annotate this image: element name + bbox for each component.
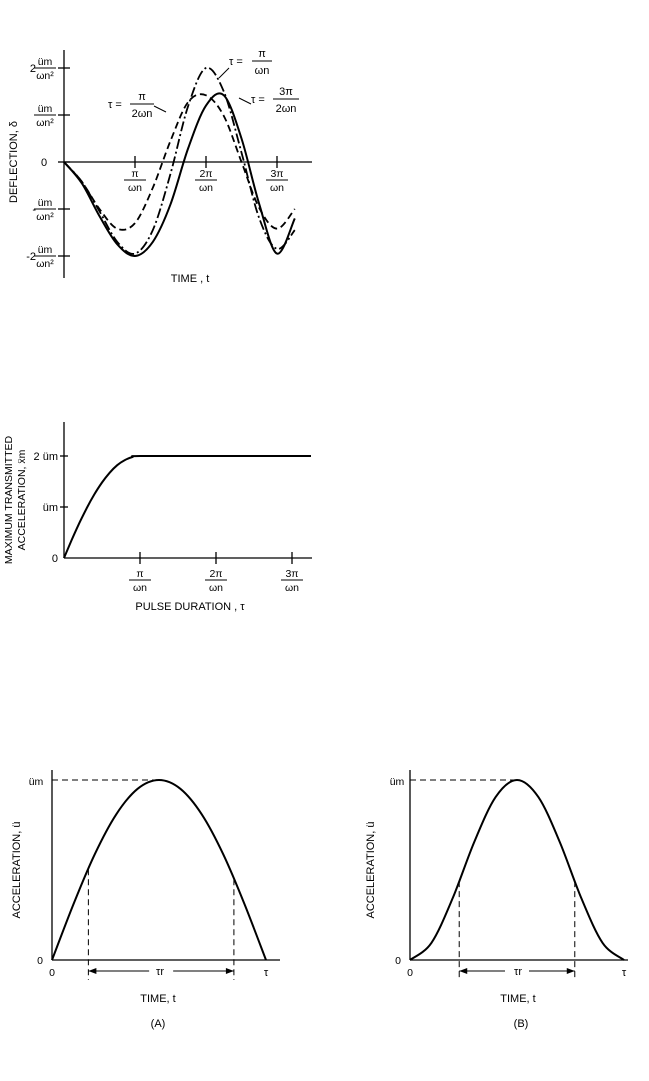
pulse-b-annotations xyxy=(410,779,576,980)
deflection-xtick-1-num: 2π xyxy=(199,168,212,180)
deflection-xtick-0: π ωn xyxy=(124,168,146,194)
deflection-ytick-4: üm ωn² xyxy=(34,244,56,270)
pulse-b-x-label: TIME, t xyxy=(500,993,535,1005)
max-acc-y-ticks: 2 üm üm 0 xyxy=(34,451,68,565)
pulse-a-tau-r-label: τr xyxy=(156,966,164,978)
pulse-a-annotations xyxy=(52,779,235,980)
max-acc-series xyxy=(63,454,311,559)
deflection-ytick-1: üm ωn² xyxy=(34,103,56,129)
series-label-num: π xyxy=(138,91,146,103)
deflection-ytick-coef: 2 xyxy=(30,63,36,75)
pulse-b-tau-r-arrowhead-left xyxy=(459,968,468,974)
pulse-b-pulse-curve xyxy=(409,778,625,961)
max-acc-xtick-2-num: 3π xyxy=(285,568,298,580)
deflection-ytick-1-den: ωn² xyxy=(36,117,54,129)
pulse-a-tau-r-arrowhead-left xyxy=(88,968,97,974)
max-acc-series-line xyxy=(63,454,311,559)
pulse-a-ytick-zero: 0 xyxy=(37,955,43,967)
pulse-a-tau-r-arrowhead-right xyxy=(225,968,234,974)
deflection-xtick-2-den: ωn xyxy=(270,182,284,194)
pulse-a-series xyxy=(51,778,267,961)
max-acc-ytick-label: 2 üm xyxy=(34,451,58,463)
pulse-chart-b: üm 0 0 τ ACCELERATION, ü TIME, t (B) τr xyxy=(365,770,628,1030)
series-label-den: 2ωn xyxy=(132,108,153,120)
deflection-ytick-coef: -2 xyxy=(26,251,36,263)
pulse-a-tau-r-label-bg xyxy=(149,963,174,977)
series-label-pi-over-2wn: τ = π 2ωn xyxy=(108,91,167,120)
max-acc-xtick-1-den: ωn xyxy=(209,582,223,594)
deflection-ytick-4-den: ωn² xyxy=(36,258,54,270)
deflection-ytick-0-den: ωn² xyxy=(36,70,54,82)
pulse-b-series xyxy=(409,778,625,961)
deflection-ytick-4-num: üm xyxy=(38,244,53,256)
max-acc-y-label-line1: MAXIMUM TRANSMITTED xyxy=(3,436,15,565)
max-acc-xtick-0-den: ωn xyxy=(133,582,147,594)
max-acc-ytick-label: 0 xyxy=(52,553,58,565)
deflection-xtick-0-num: π xyxy=(131,168,138,180)
deflection-ytick-coef: - xyxy=(32,204,36,216)
pulse-b-xtick-end: τ xyxy=(622,967,627,979)
deflection-ytick-label: 0 xyxy=(41,157,47,169)
deflection-xtick-1: 2π ωn xyxy=(195,168,217,194)
series-label-den: ωn xyxy=(255,65,270,77)
pulse-b-tau-r-arrowhead-right xyxy=(566,968,575,974)
max-acc-x-ticks: π ωn 2π ωn 3π ωn xyxy=(129,552,303,594)
deflection-xtick-2: 3π ωn xyxy=(266,168,288,194)
pulse-a-x-label: TIME, t xyxy=(140,993,175,1005)
deflection-ytick-3: üm ωn² xyxy=(34,197,56,223)
max-acc-xtick-0: π ωn xyxy=(129,568,151,594)
deflection-series-line-1 xyxy=(63,66,296,255)
pulse-a-xtick-zero: 0 xyxy=(49,967,55,979)
deflection-series-line-0 xyxy=(63,93,296,231)
max-acc-xtick-2: 3π ωn xyxy=(281,568,303,594)
pulse-chart-a: üm 0 0 τ ACCELERATION, ü TIME, t (A) τr xyxy=(11,770,280,1030)
series-label-num: 3π xyxy=(279,86,293,98)
pulse-b-xtick-zero: 0 xyxy=(407,967,413,979)
series-label-num: π xyxy=(258,48,266,60)
deflection-xtick-0-den: ωn xyxy=(128,182,142,194)
deflection-xtick-2-num: 3π xyxy=(270,168,283,180)
max-acc-xtick-1-num: 2π xyxy=(209,568,222,580)
max-acc-xtick-2-den: ωn xyxy=(285,582,299,594)
pulse-b-tau-r-label: τr xyxy=(514,966,522,978)
deflection-x-label: TIME , t xyxy=(171,273,210,285)
pulse-b-tau-r-label-bg xyxy=(505,963,529,977)
deflection-x-ticks: π ωn 2π ωn 3π ωn xyxy=(124,156,288,194)
series-label-lhs: τ = xyxy=(251,94,265,106)
deflection-series xyxy=(63,66,296,257)
pulse-a-y-label: ACCELERATION, ü xyxy=(11,822,23,919)
max-acc-ytick-label: üm xyxy=(43,502,58,514)
series-label-lhs: τ = xyxy=(229,56,243,68)
series-label-pi-over-wn: τ = π ωn xyxy=(218,48,272,79)
series-label-den: 2ωn xyxy=(276,103,297,115)
deflection-ytick-3-den: ωn² xyxy=(36,211,54,223)
deflection-xtick-1-den: ωn xyxy=(199,182,213,194)
max-acc-y-label-line2: ACCELERATION, ẍm xyxy=(16,449,28,550)
deflection-ytick-3-num: üm xyxy=(38,197,53,209)
max-acc-xtick-0-num: π xyxy=(136,568,143,580)
pulse-b-ytick-zero: 0 xyxy=(395,955,401,967)
deflection-ytick-0: üm ωn² xyxy=(34,56,56,82)
pulse-a-pulse-curve xyxy=(51,778,267,961)
series-label-lhs: τ = xyxy=(108,99,122,111)
pulse-b-panel-label: (B) xyxy=(514,1018,529,1030)
max-acc-x-label: PULSE DURATION , τ xyxy=(135,601,245,613)
pulse-a-xtick-end: τ xyxy=(264,967,269,979)
deflection-y-label: DEFLECTION, δ xyxy=(8,121,20,203)
pulse-a-ytick-top: üm xyxy=(29,776,44,788)
pulse-b-ytick-top: üm xyxy=(390,776,405,788)
pulse-a-panel-label: (A) xyxy=(151,1018,166,1030)
deflection-ytick-1-num: üm xyxy=(38,103,53,115)
deflection-ytick-0-num: üm xyxy=(38,56,53,68)
pulse-b-y-label: ACCELERATION, ü xyxy=(365,822,377,919)
deflection-series-line-2 xyxy=(63,92,296,257)
series-label-3pi-over-2wn: τ = 3π 2ωn xyxy=(238,86,299,115)
max-acc-xtick-1: 2π ωn xyxy=(205,568,227,594)
